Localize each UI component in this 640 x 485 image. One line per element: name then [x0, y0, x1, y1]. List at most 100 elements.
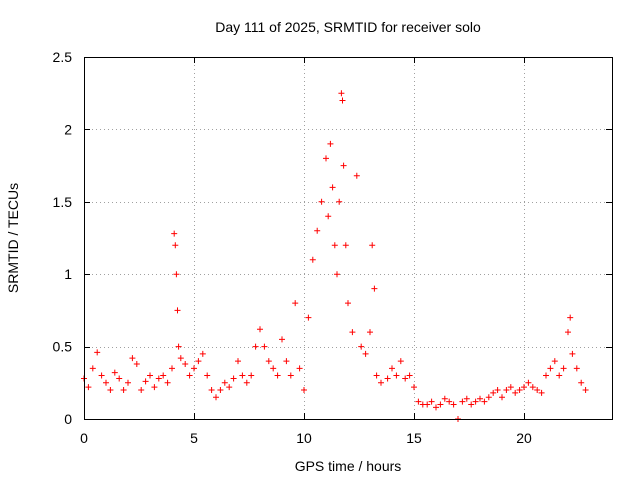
data-point	[433, 404, 439, 411]
data-point	[569, 350, 576, 357]
data-point	[367, 329, 373, 336]
data-point	[507, 384, 514, 391]
data-point	[463, 395, 470, 402]
data-point	[329, 184, 336, 191]
data-point	[378, 379, 384, 386]
data-point	[336, 198, 343, 205]
data-point	[373, 372, 380, 379]
data-point	[490, 389, 497, 396]
data-point	[428, 398, 435, 405]
data-point	[172, 242, 179, 249]
data-point	[547, 365, 554, 372]
x-tick-label: 15	[406, 430, 422, 446]
y-tick-label: 1.5	[53, 194, 73, 210]
data-point	[516, 387, 523, 394]
data-point	[155, 375, 162, 382]
data-point	[213, 394, 219, 401]
data-point	[534, 387, 541, 394]
y-axis-label: SRMTID / TECUs	[5, 183, 21, 293]
data-point	[314, 227, 321, 234]
data-point	[369, 242, 376, 249]
data-point	[342, 242, 349, 249]
data-point	[287, 372, 294, 379]
data-point	[111, 369, 118, 376]
data-point	[323, 155, 329, 162]
data-point	[393, 372, 400, 379]
data-point	[217, 387, 224, 394]
data-point	[94, 349, 101, 356]
data-point	[512, 389, 519, 396]
data-point	[89, 365, 96, 372]
data-point	[226, 384, 233, 391]
data-point	[441, 395, 448, 402]
data-point	[560, 365, 567, 372]
data-point	[248, 372, 255, 379]
data-point	[221, 379, 228, 386]
data-point	[173, 271, 180, 278]
data-point	[301, 387, 307, 394]
x-tick-label: 5	[190, 430, 198, 446]
data-point	[485, 394, 492, 401]
data-point	[199, 350, 206, 357]
data-point	[257, 326, 263, 333]
data-point	[424, 401, 431, 408]
data-point	[345, 300, 351, 307]
data-point	[138, 387, 145, 394]
data-point	[331, 242, 338, 249]
data-point	[349, 329, 356, 336]
data-point	[389, 365, 395, 372]
data-point	[103, 379, 109, 386]
data-point	[338, 90, 345, 97]
data-point	[204, 372, 211, 379]
data-point	[472, 398, 479, 405]
data-point	[191, 365, 197, 372]
data-point	[538, 389, 545, 396]
data-point	[129, 355, 136, 362]
data-point	[160, 372, 167, 379]
data-point	[239, 372, 246, 379]
data-point	[353, 172, 360, 179]
data-point	[334, 271, 340, 278]
data-point	[582, 387, 589, 394]
data-point	[525, 379, 532, 386]
data-point	[186, 372, 193, 379]
data-point	[573, 365, 580, 372]
data-point	[265, 358, 272, 365]
data-point	[543, 372, 549, 379]
data-point	[98, 372, 105, 379]
data-point	[147, 372, 153, 379]
data-point	[177, 355, 184, 362]
data-point	[362, 350, 369, 357]
y-tick-label: 1	[64, 266, 72, 282]
data-point	[340, 162, 347, 169]
grid-lines	[84, 57, 612, 419]
data-point	[171, 230, 178, 237]
data-point	[235, 358, 241, 365]
data-point	[292, 300, 299, 307]
y-tick-label: 2	[64, 121, 72, 137]
data-point	[450, 401, 457, 408]
data-point	[406, 372, 413, 379]
data-point	[446, 398, 453, 405]
data-point	[578, 379, 585, 386]
data-point	[437, 401, 444, 408]
data-point	[142, 378, 149, 385]
data-point	[174, 307, 181, 314]
x-axis-label: GPS time / hours	[295, 458, 402, 474]
data-point	[481, 398, 488, 405]
x-tick-label: 0	[80, 430, 88, 446]
data-point	[411, 384, 417, 391]
data-point	[261, 343, 268, 350]
chart-title: Day 111 of 2025, SRMTID for receiver sol…	[215, 19, 481, 35]
data-point	[556, 372, 563, 379]
data-points	[81, 90, 589, 422]
y-tick-label: 0	[64, 411, 72, 427]
x-tick-label: 20	[516, 430, 532, 446]
data-point	[85, 384, 92, 391]
plot-frame	[84, 57, 613, 420]
data-point	[551, 358, 558, 365]
data-point	[133, 360, 140, 367]
axis-ticks: 0 5 10 15 20 0 0.5 1 1.5 2 2.5	[53, 49, 612, 446]
